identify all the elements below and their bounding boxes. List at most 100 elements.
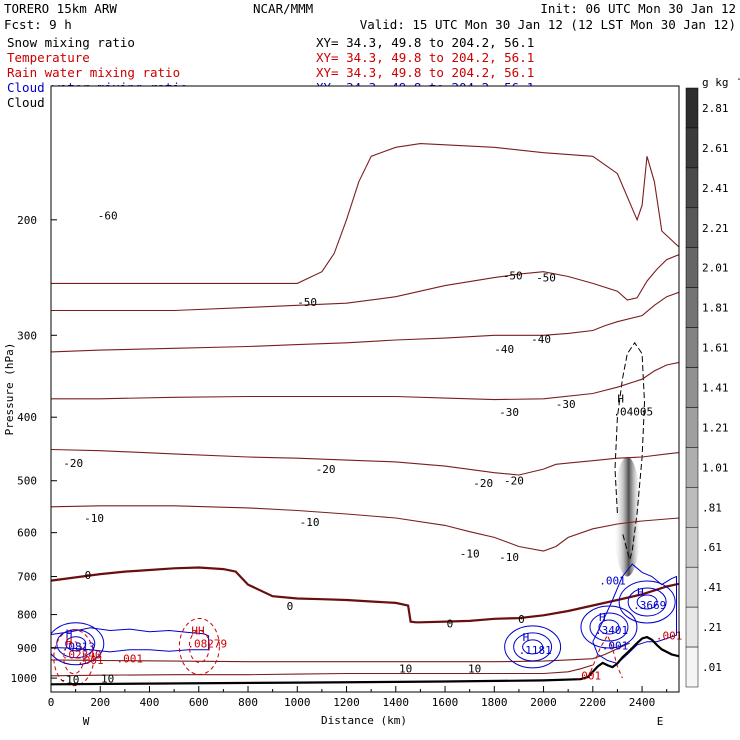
isotherm-label: 0 — [287, 600, 294, 613]
y-tick-label: 400 — [17, 411, 37, 424]
colorbar-swatch — [685, 207, 699, 248]
contour-value-label: .001 — [575, 670, 602, 683]
isotherm-line — [51, 566, 679, 624]
plot-frame — [50, 85, 680, 693]
cloud-water-contour — [618, 580, 676, 624]
legend-field-xy: XY= 34.3, 49.8 to 204.2, 56.1 — [316, 35, 534, 50]
cloud-water-contour — [51, 622, 105, 666]
isotherm-label: 0 — [518, 613, 525, 626]
rain-contour — [188, 629, 210, 663]
isotherm-line — [51, 448, 679, 476]
cloud-water-contour — [504, 625, 562, 669]
isotherm-label: -50 — [297, 296, 317, 309]
colorbar-label: .41 — [702, 581, 722, 594]
x-tick-label: 600 — [189, 696, 209, 709]
rain-max-h: H — [66, 636, 73, 649]
isotherm-label: -60 — [98, 210, 118, 223]
y-tick-label: 800 — [17, 609, 37, 622]
isotherm-label: -50 — [503, 269, 523, 282]
cloud-water-contour — [65, 636, 87, 652]
x-tick-label: 800 — [238, 696, 258, 709]
colorbar: 2.81 2.61 2.41 2.21 2.01 1.81 1.61 1.41 1.21 1.01… — [685, 72, 740, 688]
model-title: TORERO 15km ARW — [4, 1, 117, 16]
rain-max-value: .02340 — [62, 649, 102, 662]
rain-contour — [63, 641, 85, 675]
y-tick-label: 1000 — [11, 672, 38, 685]
colorbar-swatch — [685, 487, 699, 528]
colorbar-label: 1.41 — [702, 382, 729, 395]
cloud-water-band — [51, 627, 210, 653]
y-tick-label: 300 — [17, 329, 37, 342]
contour-value-label: .001 — [602, 639, 629, 652]
colorbar-label: .01 — [702, 661, 722, 674]
isotherm-label: 10 — [101, 673, 114, 686]
cloud-water-max-h: H — [637, 586, 644, 599]
x-tick-label: 1600 — [432, 696, 459, 709]
rain-max-value: .08279 — [187, 637, 227, 650]
colorbar-label: .21 — [702, 621, 722, 634]
colorbar-swatch — [685, 167, 699, 209]
colorbar-label: 1.01 — [702, 461, 729, 474]
cloud-water-max-value: .0813 — [62, 641, 95, 654]
isotherm-label: 0 — [85, 569, 92, 582]
cloud-water-contour — [589, 612, 629, 642]
rain-water-contours — [53, 617, 623, 687]
x-tick-label: 2400 — [629, 696, 656, 709]
x-tick-label: 1800 — [481, 696, 508, 709]
temperature-contours — [51, 143, 679, 677]
valid-time: Valid: 15 UTC Mon 30 Jan 12 (12 LST Mon … — [360, 17, 736, 32]
forecast-hour: Fcst: 9 h — [4, 17, 72, 32]
isotherm-label: -30 — [556, 398, 576, 411]
isotherm-label: 10 — [399, 662, 412, 675]
y-tick-label: 500 — [17, 475, 37, 488]
isotherm-line — [51, 642, 630, 663]
rain-contour — [178, 617, 220, 675]
colorbar-swatch — [685, 646, 699, 688]
x-tick-label: 2200 — [580, 696, 607, 709]
legend-field-name: Rain water mixing ratio — [7, 65, 180, 80]
cloud-water-max-h: H — [523, 631, 530, 644]
colorbar-label: 2.21 — [702, 222, 729, 235]
isotherm-line — [51, 664, 593, 677]
colorbar-label: 2.61 — [702, 142, 729, 155]
y-tick-label: 600 — [17, 527, 37, 540]
isotherm-label: -20 — [63, 457, 83, 470]
x-tick-label: 0 — [48, 696, 55, 709]
snow-shading-plume — [613, 456, 642, 577]
legend-field-name: Snow mixing ratio — [7, 35, 135, 50]
x-tick-label: 2000 — [530, 696, 557, 709]
legend-field-name: Temperature — [7, 50, 90, 65]
contour-value-label: .001 — [599, 575, 626, 588]
terrain-profile — [51, 635, 679, 686]
cloud-water-contour — [598, 619, 620, 635]
isotherm-line — [51, 143, 679, 284]
cloud-water-contour — [580, 605, 638, 649]
legend-field-xy: XY= 34.3, 49.8 to 204.2, 56.1 — [316, 65, 534, 80]
isotherm-label: -30 — [499, 406, 519, 419]
contour-value-label: .001 — [656, 629, 683, 642]
y-axis-label: Pressure (hPa) — [3, 343, 16, 436]
cloud-water-contour — [636, 594, 658, 610]
cloud-water-contour — [513, 632, 553, 662]
contour-value-label: .001 — [117, 652, 144, 665]
colorbar-swatch — [685, 566, 699, 608]
rain-contour-east — [587, 634, 623, 679]
colorbar-label: .81 — [702, 501, 722, 514]
terrain-line — [51, 635, 679, 686]
isotherm-label: -40 — [494, 343, 514, 356]
snow-max-value: .04005 — [613, 405, 653, 418]
colorbar-swatch — [685, 367, 699, 408]
colorbar-swatch — [685, 87, 699, 129]
snow-max-h: H — [617, 392, 624, 405]
rain-contour — [53, 629, 95, 687]
contour-labels: -60 -50 -50 -50 -40 -40 -30 -30 -20 -20 -20 -20 -10 -… — [60, 210, 683, 687]
x-tick-label: 1400 — [383, 696, 410, 709]
colorbar-swatch — [685, 287, 699, 328]
colorbar-unit-exponent: -1 — [736, 72, 740, 85]
x-tick-label: 1000 — [284, 696, 311, 709]
cloud-water-contour — [627, 587, 667, 617]
colorbar-swatch — [685, 447, 699, 488]
rain-max-h: HH — [191, 624, 204, 637]
y-tick-label: 900 — [17, 642, 37, 655]
x-axis: 0 200 400 600 800 1000 1200 1400 1600 1800 2000 220… — [48, 686, 668, 709]
